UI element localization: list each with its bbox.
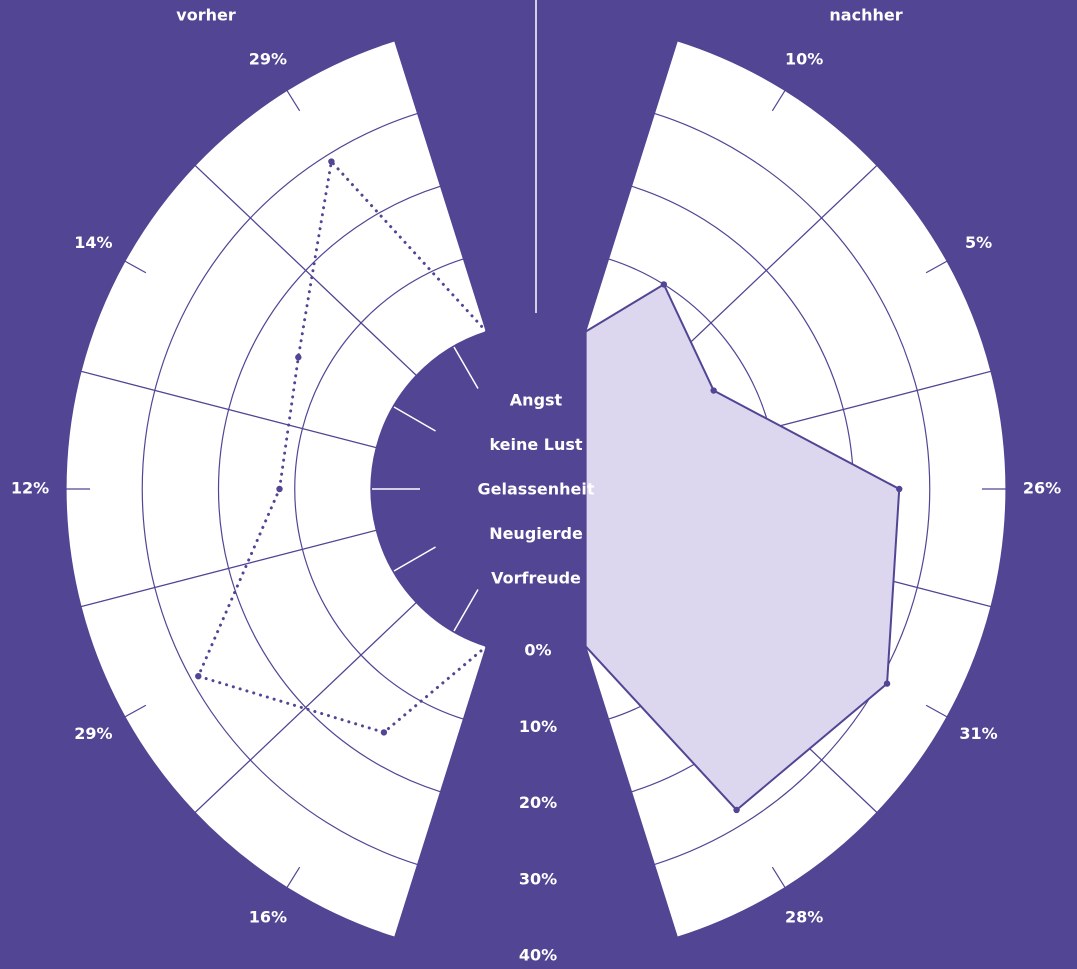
category-label: keine Lust xyxy=(489,435,582,454)
value-label: 12% xyxy=(11,479,49,498)
point xyxy=(195,672,202,680)
category-label: Vorfreude xyxy=(491,569,581,588)
grid-arc xyxy=(301,322,362,429)
r-tick-label: 20% xyxy=(519,793,557,812)
sector xyxy=(80,164,418,449)
sector-tick xyxy=(286,90,301,112)
category-label: Gelassenheit xyxy=(478,480,595,499)
value-label: 31% xyxy=(959,724,997,743)
grid-arc xyxy=(154,217,251,391)
hole-tick xyxy=(453,346,479,389)
grid-arc xyxy=(916,390,931,588)
grid-arc xyxy=(360,258,464,324)
hole-tick xyxy=(393,406,436,432)
grid-arc xyxy=(360,654,464,720)
grid-arc xyxy=(154,587,251,761)
sector xyxy=(194,601,488,939)
category-label: Angst xyxy=(510,391,563,410)
point xyxy=(883,680,891,687)
point xyxy=(733,806,740,814)
grid-arc xyxy=(249,759,418,866)
point xyxy=(660,281,668,288)
grid-arc xyxy=(654,112,823,219)
sector-tick xyxy=(124,260,147,274)
value-label: 5% xyxy=(965,233,992,252)
point xyxy=(276,485,283,493)
r-tick-label: 40% xyxy=(519,946,557,965)
grid-arc xyxy=(305,707,441,793)
series-area xyxy=(584,282,901,812)
sector-tick xyxy=(771,866,786,888)
sector xyxy=(80,529,418,814)
category-label: Neugierde xyxy=(489,524,583,543)
hole-tick xyxy=(393,546,436,572)
grid-arc xyxy=(765,270,844,410)
grid-arc xyxy=(631,185,767,271)
series-title: vorher xyxy=(176,6,236,25)
grid-arc xyxy=(821,217,918,391)
value-label: 29% xyxy=(249,49,287,68)
point xyxy=(380,729,388,736)
point xyxy=(328,158,335,165)
value-label: 14% xyxy=(74,233,112,252)
grid-arc xyxy=(301,549,362,656)
sector xyxy=(194,39,488,377)
grid-arc xyxy=(217,409,230,569)
sector-tick xyxy=(925,704,948,718)
sector-tick xyxy=(286,866,301,888)
sector-tick xyxy=(925,260,948,274)
value-label: 10% xyxy=(785,49,823,68)
grid-arc xyxy=(710,322,771,429)
grid-arc xyxy=(228,568,307,708)
value-label: 26% xyxy=(1023,479,1061,498)
grid-arc xyxy=(294,428,304,550)
sector xyxy=(65,370,377,608)
value-label: 29% xyxy=(74,724,112,743)
sector-tick xyxy=(124,704,147,718)
value-label: 28% xyxy=(785,908,823,927)
grid-arc xyxy=(141,390,156,588)
value-label: 16% xyxy=(249,908,287,927)
point xyxy=(896,485,903,493)
series-title: nachher xyxy=(829,6,902,25)
grid-arc xyxy=(228,270,307,410)
r-tick-label: 10% xyxy=(519,717,557,736)
r-tick-label: 0% xyxy=(524,641,551,660)
point xyxy=(295,354,302,361)
grid-arc xyxy=(305,185,441,271)
grid-arc xyxy=(249,112,418,219)
hole-tick xyxy=(453,589,479,632)
sector-tick xyxy=(771,90,786,112)
grid-arc xyxy=(654,759,823,866)
r-tick-label: 30% xyxy=(519,869,557,888)
point xyxy=(710,387,717,394)
